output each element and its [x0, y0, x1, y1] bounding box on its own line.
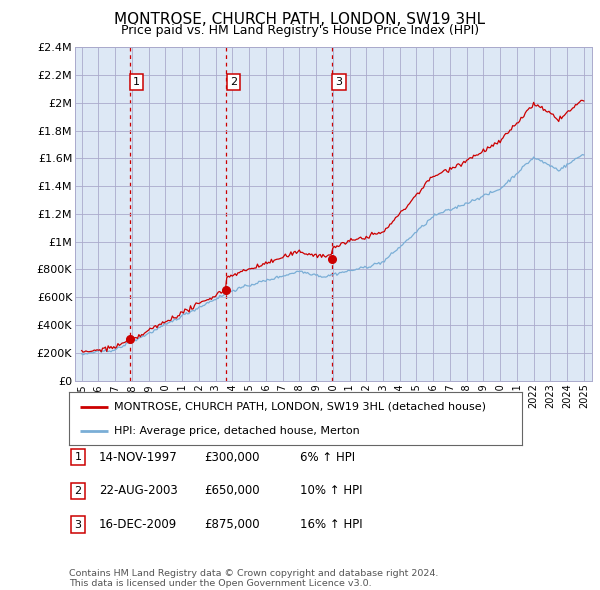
Text: £300,000: £300,000: [204, 451, 260, 464]
Text: Price paid vs. HM Land Registry's House Price Index (HPI): Price paid vs. HM Land Registry's House …: [121, 24, 479, 37]
Text: 10% ↑ HPI: 10% ↑ HPI: [300, 484, 362, 497]
Text: 3: 3: [74, 520, 82, 529]
Text: £875,000: £875,000: [204, 518, 260, 531]
Text: HPI: Average price, detached house, Merton: HPI: Average price, detached house, Mert…: [115, 426, 360, 436]
Text: £650,000: £650,000: [204, 484, 260, 497]
Text: MONTROSE, CHURCH PATH, LONDON, SW19 3HL (detached house): MONTROSE, CHURCH PATH, LONDON, SW19 3HL …: [115, 402, 487, 412]
Text: 2: 2: [230, 77, 237, 87]
Text: 6% ↑ HPI: 6% ↑ HPI: [300, 451, 355, 464]
Text: MONTROSE, CHURCH PATH, LONDON, SW19 3HL: MONTROSE, CHURCH PATH, LONDON, SW19 3HL: [115, 12, 485, 27]
Text: Contains HM Land Registry data © Crown copyright and database right 2024.
This d: Contains HM Land Registry data © Crown c…: [69, 569, 439, 588]
Text: 16% ↑ HPI: 16% ↑ HPI: [300, 518, 362, 531]
Text: 22-AUG-2003: 22-AUG-2003: [99, 484, 178, 497]
Text: 14-NOV-1997: 14-NOV-1997: [99, 451, 178, 464]
Text: 3: 3: [335, 77, 343, 87]
Text: 16-DEC-2009: 16-DEC-2009: [99, 518, 177, 531]
Text: 2: 2: [74, 486, 82, 496]
Text: 1: 1: [74, 453, 82, 462]
Text: 1: 1: [133, 77, 140, 87]
